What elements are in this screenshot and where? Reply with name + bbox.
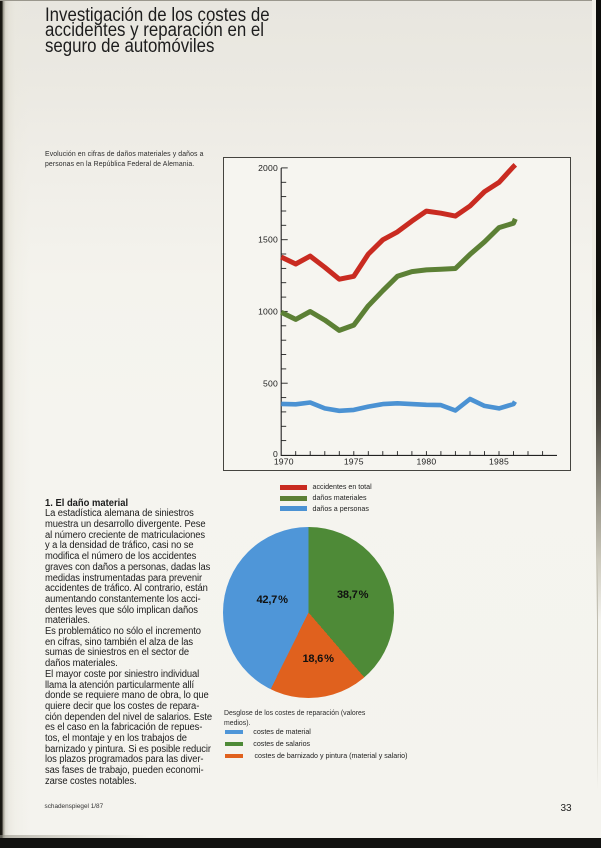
svg-text:1985: 1985 [489, 456, 509, 466]
svg-text:1500: 1500 [258, 235, 278, 245]
svg-text:500: 500 [263, 378, 278, 388]
svg-text:2000: 2000 [258, 163, 278, 173]
svg-text:1970: 1970 [274, 456, 294, 466]
svg-text:1975: 1975 [344, 456, 364, 466]
svg-text:1980: 1980 [416, 456, 436, 466]
svg-text:1000: 1000 [258, 307, 278, 317]
svg-text:0: 0 [273, 449, 278, 459]
